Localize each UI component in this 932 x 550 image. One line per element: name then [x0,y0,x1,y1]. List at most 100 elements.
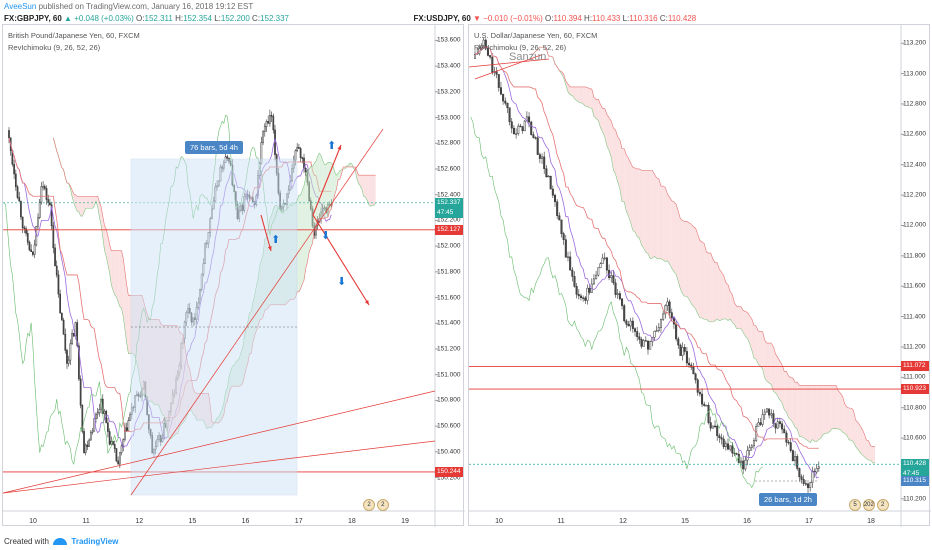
candle [685,351,688,364]
y-tick-label: 152.600 [437,165,461,173]
candle [714,425,717,428]
cloud-segment [743,310,746,337]
arrow-shaft [312,144,342,216]
candle [547,175,550,178]
candle [79,378,82,406]
candle [502,93,505,102]
cloud-segment [710,253,713,322]
candle [681,347,684,356]
y-tick-label: 112.400 [903,161,927,169]
cloud-segment [617,136,620,189]
cloud-segment [864,433,867,459]
candle [811,470,814,484]
y-tick-label: 153.000 [437,114,461,122]
candle [510,121,513,129]
cloud-segment [840,393,843,433]
usdjpy-plot[interactable] [469,25,931,527]
candle [618,293,621,300]
cloud-segment [583,86,586,107]
candle [301,157,304,159]
projection-arrow [260,214,272,252]
gbpjpy-plot[interactable]: ⬆ ⬆ ⬇ ⬇ [3,25,465,527]
candle [701,393,704,405]
gbpjpy-title: British Pound/Japanese Yen, 60, FXCM [8,31,140,40]
calendar-event-icon: 2 [363,499,375,511]
candle [18,197,21,202]
candle [705,405,708,407]
calendar-event-icon: 202 [862,499,875,511]
candle [556,201,559,217]
candle [770,413,773,416]
y-tick-label: 113.200 [903,39,927,47]
candle [50,204,53,227]
y-tick-label: 111.800 [903,252,926,260]
cloud-segment [576,86,579,103]
candle [473,53,477,59]
usdjpy-calendar-events[interactable]: 5 202 2 [849,499,889,511]
y-tick-label: 111.000 [903,373,926,381]
x-tick-label: 11 [557,518,565,525]
candle [20,200,22,218]
right-symbol[interactable]: FX:USDJPY, 60 [413,14,471,23]
cloud-segment [691,224,694,307]
footer-brand[interactable]: TradingView [71,537,119,546]
cloud-segment [580,86,584,104]
y-tick-label: 150.800 [437,396,461,404]
left-symbol[interactable]: FX:GBPJPY, 60 [4,14,62,23]
candle [787,441,790,444]
cloud-segment [773,346,776,393]
candle [696,379,699,393]
cloud-segment [111,250,114,291]
usdjpy-chart-panel[interactable]: U.S. Dollar/Japanese Yen, 60, FXCM RevIc… [468,24,931,527]
cloud-segment [119,250,122,309]
cloud-segment [851,408,854,442]
candle [794,456,797,462]
candle [692,366,695,375]
cloud-segment [305,171,308,269]
candle [729,445,732,450]
candle [43,186,46,189]
cloud-segment [671,200,674,272]
cloud-segment [95,196,98,207]
author-link[interactable]: AveeSun [4,2,37,11]
candle [595,274,598,280]
arrow-shaft [312,214,370,306]
cloud-segment [367,175,369,205]
candle [296,147,299,151]
ichimoku-cloud [531,47,876,464]
gbpjpy-chart-panel[interactable]: ⬆ ⬆ ⬇ ⬇ British Pound/Japanese Yen, 60, FXC… [2,24,465,527]
candle [817,466,820,469]
candle [742,460,745,470]
candle [25,228,27,234]
candle [688,362,691,366]
y-tick-label: 153.400 [437,62,461,70]
y-tick-label: 151.600 [437,294,461,302]
cloud-segment [312,163,315,244]
usdjpy-indicator-label[interactable]: RevIchimoku (9, 26, 52, 26) [474,43,567,52]
cloud-segment [853,410,856,447]
candle [294,150,297,161]
candle [122,439,125,447]
cloud-segment [628,158,631,223]
cloud-segment [779,361,783,403]
candle [709,422,712,429]
y-tick-label: 111.600 [903,282,926,290]
candle [52,225,55,249]
cloud-segment [686,221,690,300]
candle [515,133,518,135]
cloud-segment [833,385,837,429]
candle [272,116,275,131]
candle [614,282,617,295]
candle [86,444,89,447]
candle [774,423,777,429]
gbpjpy-calendar-events[interactable]: 2 2 [363,499,389,511]
y-tick-label: 112.200 [903,191,927,199]
cloud-segment [585,86,588,107]
cloud-segment [855,419,858,450]
cloud-segment [868,440,871,461]
cloud-segment [838,390,841,430]
candle [631,320,634,329]
gbpjpy-indicator-label[interactable]: RevIchimoku (9, 26, 52, 26) [8,43,101,52]
candle [69,343,72,361]
cloud-segment [370,175,373,207]
